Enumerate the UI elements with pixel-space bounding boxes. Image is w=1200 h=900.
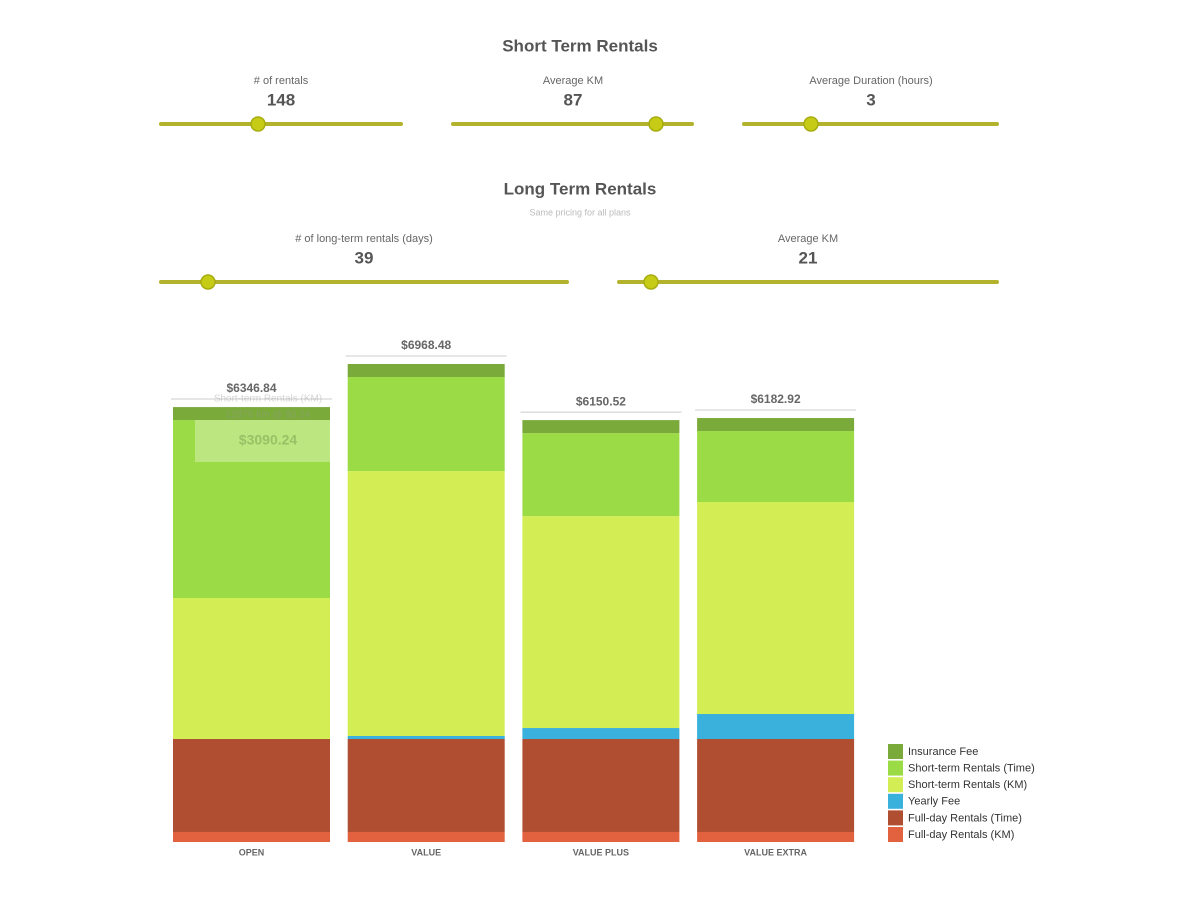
slider[interactable]: # of long-term rentals (days) 39 xyxy=(159,233,569,290)
slider-label: Average KM xyxy=(778,233,838,245)
bar-segment xyxy=(173,831,330,842)
slider-label: # of long-term rentals (days) xyxy=(295,233,433,245)
tooltip: Short-term Rentals (KM) 12876 km @ $0.24… xyxy=(195,394,330,462)
legend-label: Insurance Fee xyxy=(908,746,978,758)
legend-swatch xyxy=(888,810,903,826)
slider-knob[interactable] xyxy=(803,116,819,132)
section-title: Short Term Rentals xyxy=(502,36,658,55)
bar-segment xyxy=(347,377,505,472)
tooltip-detail: 12876 km @ $0.24 xyxy=(226,410,311,421)
x-tick-label: OPEN xyxy=(239,847,265,857)
bar-segment xyxy=(347,471,505,736)
x-tick-label: VALUE PLUS xyxy=(573,847,629,857)
x-tick-label: VALUE xyxy=(411,847,441,857)
slider-label: # of rentals xyxy=(254,75,309,87)
bar-segment xyxy=(522,831,680,842)
slider-value: 148 xyxy=(267,90,295,109)
total-label: $6346.84 xyxy=(226,381,276,395)
x-tick-label: VALUE EXTRA xyxy=(744,847,807,857)
bar-segment xyxy=(522,420,680,434)
section-title: Long Term Rentals xyxy=(504,179,657,198)
bar-segment xyxy=(697,431,855,503)
legend-swatch xyxy=(888,760,903,776)
slider-knob[interactable] xyxy=(643,274,659,290)
legend-swatch xyxy=(888,827,903,842)
legend-label: Full-day Rentals (KM) xyxy=(908,829,1014,841)
bar-segment xyxy=(697,831,855,842)
legend-label: Short-term Rentals (Time) xyxy=(908,763,1035,775)
legend-label: Full-day Rentals (Time) xyxy=(908,812,1022,824)
bar-segment xyxy=(173,407,330,421)
bar-segment xyxy=(347,364,505,378)
section-subtitle: Same pricing for all plans xyxy=(529,207,631,217)
slider-knob[interactable] xyxy=(648,116,664,132)
bar-segment xyxy=(173,739,330,832)
slider-value: 87 xyxy=(564,90,583,109)
bar-segment xyxy=(522,516,680,729)
bar-segment xyxy=(347,735,505,740)
bar-segment xyxy=(522,433,680,517)
bar-segment xyxy=(173,598,330,740)
total-label: $6182.92 xyxy=(751,392,801,406)
slider-value: 21 xyxy=(799,248,818,267)
slider-value: 39 xyxy=(355,248,374,267)
bar-segment xyxy=(697,418,855,432)
slider-value: 3 xyxy=(866,90,875,109)
slider-label: Average KM xyxy=(543,75,603,87)
slider[interactable]: Average Duration (hours) 3 xyxy=(742,75,999,132)
legend-label: Short-term Rentals (KM) xyxy=(908,779,1027,791)
bar-segment xyxy=(522,728,680,740)
bar-segment xyxy=(173,420,330,599)
slider-knob[interactable] xyxy=(250,116,266,132)
total-label: $6968.48 xyxy=(401,338,451,352)
bar-segment xyxy=(697,713,855,740)
total-label: $6150.52 xyxy=(576,394,626,408)
bar-segment xyxy=(347,739,505,832)
slider-label: Average Duration (hours) xyxy=(809,75,932,87)
legend-swatch xyxy=(888,793,903,809)
slider[interactable]: Average KM 21 xyxy=(617,233,999,290)
stacked-bar-chart: $6346.84 OPEN $6968.48 VALUE $6150.52 VALUE P… xyxy=(171,338,1035,857)
bar-segment xyxy=(522,739,680,832)
slider[interactable]: # of rentals 148 xyxy=(159,75,403,132)
legend-label: Yearly Fee xyxy=(908,796,960,808)
tooltip-value: $3090.24 xyxy=(239,432,298,448)
slider[interactable]: Average KM 87 xyxy=(451,75,694,132)
tooltip-series: Short-term Rentals (KM) xyxy=(214,394,322,405)
bar-segment xyxy=(347,831,505,842)
legend-swatch xyxy=(888,744,903,759)
slider-knob[interactable] xyxy=(200,274,216,290)
tooltip-box xyxy=(195,420,330,462)
legend-swatch xyxy=(888,777,903,793)
bar-segment xyxy=(697,739,855,832)
bar-segment xyxy=(697,502,855,714)
